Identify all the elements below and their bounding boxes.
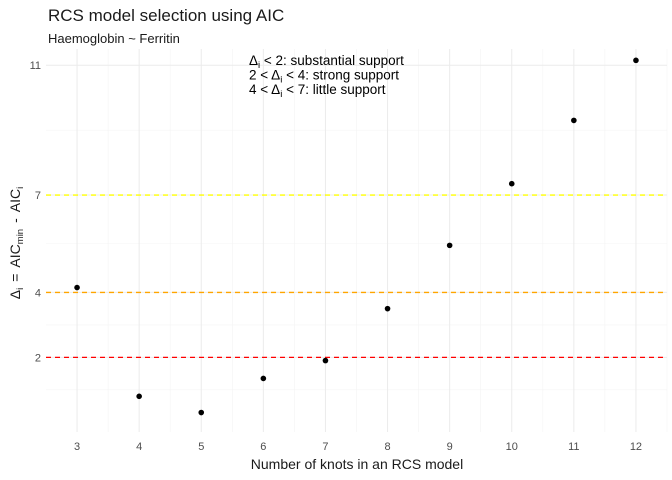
data-point: [74, 284, 80, 291]
data-point: [322, 357, 329, 364]
x-tick-label: 6: [260, 441, 266, 453]
y-tick-labels: 2 4 7 11: [30, 60, 41, 364]
data-point: [198, 409, 205, 416]
data-point: [446, 242, 453, 249]
grid: [46, 49, 668, 432]
x-tick-label: 5: [198, 441, 204, 453]
y-tick-label: 4: [35, 287, 41, 299]
data-point: [136, 393, 142, 400]
reference-lines: [46, 194, 667, 358]
data-points: [74, 57, 639, 416]
data-point: [260, 375, 267, 382]
x-tick-labels: 3 4 5 6 7 8 9 10 11 12: [74, 441, 642, 453]
y-tick-label: 2: [35, 352, 41, 364]
data-point: [508, 180, 515, 187]
x-tick-label: 7: [322, 441, 328, 453]
annotation-strong: 2 < Δi < 4: strong support: [249, 68, 399, 86]
x-tick-label: 8: [384, 441, 390, 453]
annotation-substantial: Δi < 2: substantial support: [249, 53, 404, 71]
data-point: [571, 117, 577, 124]
data-point: [633, 57, 639, 64]
annotation-little: 4 < Δi < 7: little support: [249, 82, 386, 100]
chart-title: RCS model selection using AIC: [48, 6, 284, 25]
x-tick-label: 4: [136, 441, 142, 453]
y-axis-label: Δi=AICmin-AICi: [7, 187, 26, 299]
x-tick-label: 3: [74, 441, 80, 453]
x-tick-label: 12: [630, 441, 642, 453]
x-tick-label: 10: [506, 441, 518, 453]
y-tick-label: 11: [30, 60, 41, 72]
x-tick-label: 9: [447, 441, 453, 453]
annotation-block: Δi < 2: substantial support 2 < Δi < 4: …: [249, 53, 404, 100]
x-axis-label: Number of knots in an RCS model: [251, 456, 463, 472]
y-tick-label: 7: [35, 190, 41, 202]
chart-subtitle: Haemoglobin ~ Ferritin: [48, 31, 180, 46]
data-point: [384, 305, 391, 312]
x-tick-label: 11: [568, 441, 579, 453]
